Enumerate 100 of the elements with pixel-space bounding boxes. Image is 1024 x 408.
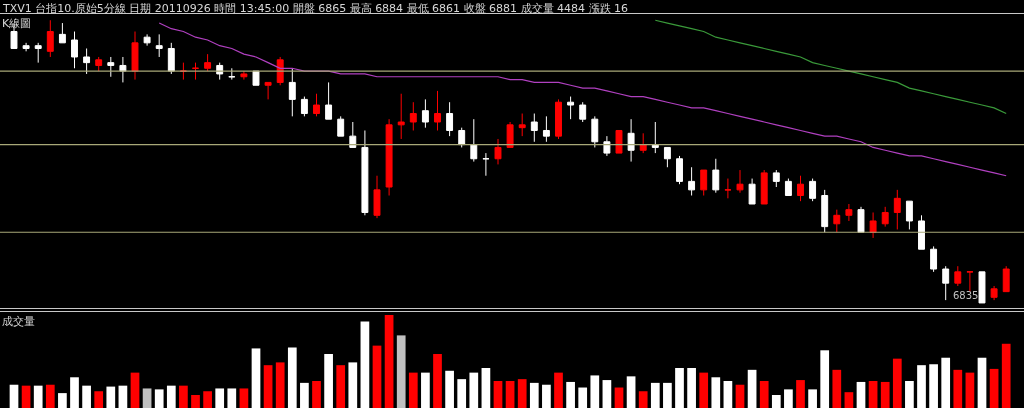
candlestick (821, 189, 829, 233)
candlestick (83, 47, 91, 75)
bar (784, 389, 793, 408)
candlestick (143, 33, 151, 47)
candlestick (663, 146, 671, 168)
candlestick (337, 115, 345, 137)
bar (844, 392, 854, 408)
bar (602, 380, 612, 408)
bar (1001, 343, 1011, 408)
bar (433, 354, 442, 408)
bar (191, 394, 200, 408)
candlestick (300, 96, 308, 117)
candlestick (385, 118, 393, 197)
candlestick (409, 101, 417, 131)
candlestick (784, 178, 792, 197)
candlestick (494, 138, 502, 165)
bar (300, 382, 309, 408)
candlestick (591, 115, 599, 148)
candlestick (651, 121, 659, 154)
chart-subtitle: K線圖 (2, 17, 32, 30)
candlestick (421, 98, 429, 129)
bar (675, 367, 684, 408)
bar (868, 381, 878, 408)
bar (796, 380, 805, 408)
candlestick (978, 271, 986, 304)
bar (638, 391, 648, 408)
bar (965, 372, 975, 408)
bar (348, 362, 358, 408)
candlestick (676, 155, 683, 185)
candlestick (712, 158, 720, 194)
candlestick (567, 96, 575, 120)
candlestick (736, 169, 744, 194)
candlestick (542, 115, 550, 143)
bar (360, 321, 370, 408)
candlestick (446, 101, 454, 137)
bar (166, 385, 176, 408)
bar (445, 370, 454, 408)
bar (626, 376, 636, 408)
bar (82, 385, 91, 408)
candlestick (881, 206, 889, 228)
candlestick (470, 118, 478, 163)
bar (566, 381, 575, 408)
bar (941, 357, 951, 408)
bar (808, 389, 817, 408)
candlestick (71, 31, 78, 69)
candlestick (893, 189, 901, 230)
candlestick (252, 70, 260, 86)
candlestick (809, 178, 817, 202)
candlestick (688, 166, 696, 197)
bar (118, 385, 128, 408)
bar (94, 391, 104, 408)
bar (977, 357, 987, 408)
candlestick (458, 127, 466, 148)
candlestick (240, 70, 248, 81)
candlestick (264, 81, 272, 100)
bar (905, 381, 914, 408)
bar (457, 379, 467, 408)
candlestick (966, 271, 974, 293)
candlestick (724, 178, 732, 199)
candlestick (349, 121, 357, 148)
candlestick (95, 56, 103, 72)
bar (312, 381, 321, 408)
bar (989, 368, 999, 408)
candlestick (313, 93, 320, 117)
bar (372, 345, 382, 408)
candlestick (131, 31, 139, 81)
candlestick (748, 178, 756, 205)
candlestick (615, 129, 623, 154)
candlestick (482, 152, 490, 177)
candlestick (530, 113, 538, 143)
candlestick (167, 42, 175, 75)
bar (70, 377, 79, 408)
bar (529, 382, 539, 408)
bar (723, 381, 733, 408)
bar (396, 335, 406, 408)
bar (142, 388, 152, 408)
candlestick (1002, 265, 1010, 293)
bar (554, 372, 563, 408)
bar (832, 369, 842, 408)
bar (759, 381, 769, 408)
bar (953, 369, 963, 408)
candlestick (700, 169, 708, 197)
candlestick (228, 67, 236, 81)
bar (469, 372, 479, 408)
bar (917, 365, 926, 408)
bar (663, 382, 672, 408)
candlestick (627, 118, 635, 163)
candlestick (869, 211, 877, 239)
candlestick (942, 265, 950, 301)
candlestick (857, 206, 865, 233)
bar (336, 365, 346, 408)
candlestick (58, 22, 66, 44)
bar (747, 369, 757, 408)
candlestick (555, 98, 562, 140)
candlestick (119, 56, 127, 83)
bar (493, 381, 503, 408)
bar (687, 367, 696, 408)
candlestick (192, 62, 199, 81)
bar (771, 394, 781, 408)
bar (324, 354, 333, 408)
